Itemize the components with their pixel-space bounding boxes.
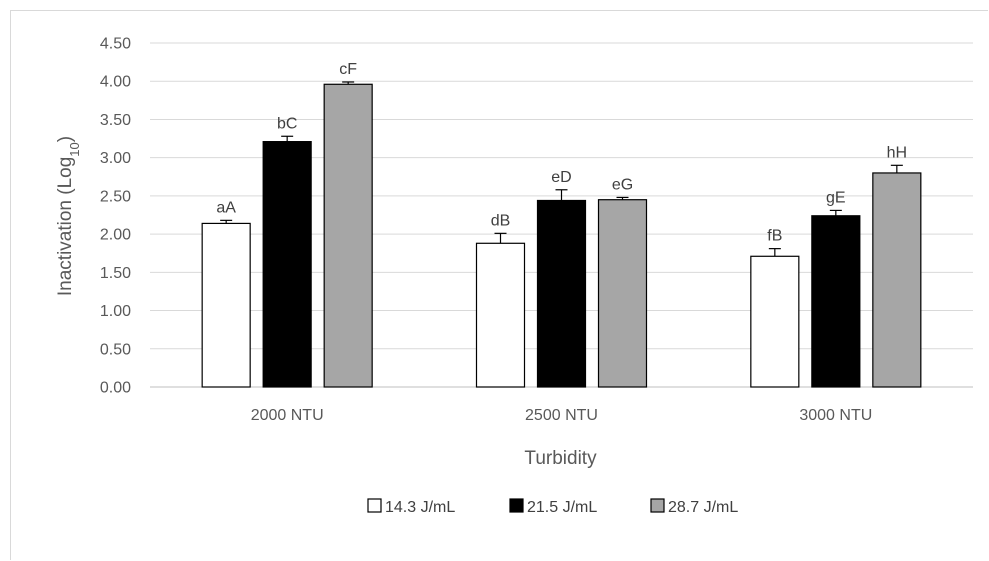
bar [262, 141, 312, 388]
bar [872, 172, 922, 388]
y-tick-label: 0.50 [100, 341, 131, 358]
y-tick-label: 3.50 [100, 112, 131, 129]
y-tick-label: 4.50 [100, 36, 131, 53]
data-label: fB [767, 228, 782, 245]
data-label: aA [216, 199, 236, 216]
bar [475, 242, 526, 388]
x-tick-label: 2500 NTU [525, 407, 598, 424]
data-label: eG [612, 176, 633, 193]
data-label: eD [551, 169, 571, 186]
bar [597, 199, 648, 388]
x-tick-label: 3000 NTU [799, 407, 872, 424]
y-tick-label: 0.00 [100, 380, 131, 397]
chart-frame [10, 10, 988, 560]
legend-label: 21.5 J/mL [527, 499, 597, 516]
bar [536, 199, 587, 388]
x-tick-label: 2000 NTU [251, 407, 324, 424]
legend-label: 14.3 J/mL [385, 499, 455, 516]
y-tick-label: 4.00 [100, 74, 131, 91]
y-tick-label: 1.50 [100, 265, 131, 282]
y-tick-label: 3.00 [100, 150, 131, 167]
bar [811, 215, 861, 388]
data-label: cF [339, 61, 357, 78]
data-label: dB [491, 212, 511, 229]
data-label: gE [826, 189, 846, 206]
y-tick-label: 2.00 [100, 227, 131, 244]
legend-swatch [367, 498, 382, 513]
x-axis-title: Turbidity [524, 448, 597, 469]
legend-label: 28.7 J/mL [668, 499, 738, 516]
legend-swatch [650, 498, 665, 513]
data-label: hH [887, 144, 907, 161]
y-tick-label: 2.50 [100, 188, 131, 205]
data-label: bC [277, 115, 297, 132]
bar [323, 83, 373, 388]
bar [750, 255, 800, 388]
legend-swatch [509, 498, 524, 513]
y-axis-title: Inactivation (Log10) [55, 136, 82, 296]
bar [201, 222, 251, 388]
y-tick-label: 1.00 [100, 303, 131, 320]
